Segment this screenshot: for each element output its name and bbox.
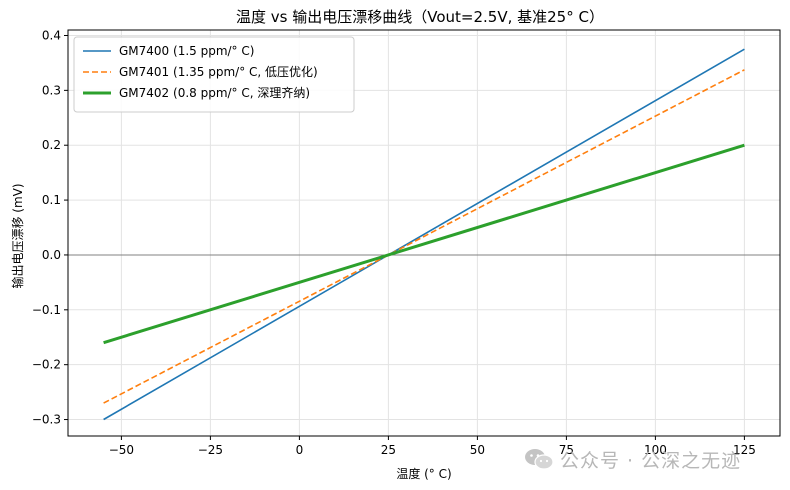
x-tick-label: 100 bbox=[644, 443, 667, 457]
legend-label-1: GM7400 (1.5 ppm/° C) bbox=[119, 44, 254, 58]
legend-label-2: GM7401 (1.35 ppm/° C, 低压优化) bbox=[119, 65, 318, 79]
series-line-1 bbox=[103, 48, 745, 421]
y-axis: −0.3 −0.2 −0.1 0.0 0.1 0.2 0.3 0.4 bbox=[32, 28, 68, 427]
plot-frame bbox=[67, 29, 781, 437]
legend-box bbox=[73, 36, 355, 113]
legend: GM7400 (1.5 ppm/° C) GM7401 (1.35 ppm/° C… bbox=[73, 36, 355, 113]
y-tick-label: −0.3 bbox=[32, 413, 61, 427]
x-tick-label: 50 bbox=[470, 443, 485, 457]
x-tick-label: 25 bbox=[381, 443, 396, 457]
y-axis-label: 输出电压漂移 (mV) bbox=[10, 183, 25, 288]
y-tick-label: 0.2 bbox=[42, 138, 61, 152]
watermark: 公众号 · 公深之无迹 bbox=[524, 446, 741, 472]
legend-label-3: GM7402 (0.8 ppm/° C, 深理齐纳) bbox=[119, 85, 310, 100]
series-layer bbox=[103, 48, 745, 421]
y-tick-label: −0.2 bbox=[32, 358, 61, 372]
y-tick-label: −0.1 bbox=[32, 303, 61, 317]
x-tick-label: 0 bbox=[296, 443, 304, 457]
x-tick-label: −50 bbox=[109, 443, 134, 457]
series-line-2 bbox=[103, 69, 745, 404]
wechat-icon bbox=[525, 449, 554, 470]
x-tick-label: 75 bbox=[559, 443, 574, 457]
series-line-3 bbox=[103, 143, 745, 345]
y-tick-label: 0.4 bbox=[42, 28, 61, 42]
x-axis: −50 −25 0 25 50 75 100 125 bbox=[109, 436, 756, 457]
chart-title: 温度 vs 输出电压漂移曲线（Vout=2.5V, 基准25° C） bbox=[236, 8, 604, 26]
x-tick-label: 125 bbox=[733, 443, 756, 457]
watermark-text: 公众号 · 公深之无迹 bbox=[560, 449, 742, 472]
y-tick-label: 0.3 bbox=[42, 83, 61, 97]
x-tick-label: −25 bbox=[198, 443, 223, 457]
y-tick-label: 0.1 bbox=[42, 193, 61, 207]
x-axis-label: 温度 (° C) bbox=[396, 466, 451, 481]
y-tick-label: 0.0 bbox=[42, 248, 61, 262]
